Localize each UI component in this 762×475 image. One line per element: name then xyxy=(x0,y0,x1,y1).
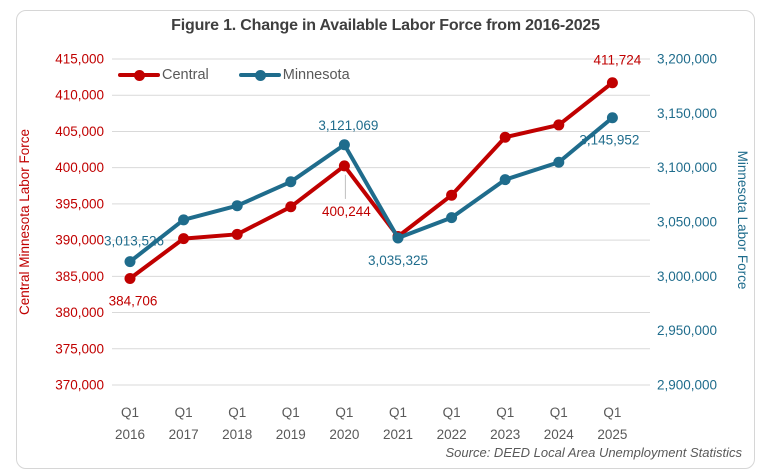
right-axis-tick: 2,900,000 xyxy=(657,378,717,393)
minnesota-data-label: 3,035,325 xyxy=(368,253,428,268)
central-data-point xyxy=(446,189,458,201)
x-axis-tick-year: 2017 xyxy=(169,427,199,442)
x-axis-tick-q: Q1 xyxy=(443,405,461,420)
central-data-label: 411,724 xyxy=(593,53,641,68)
minnesota-data-label: 3,121,069 xyxy=(318,118,378,133)
central-data-point xyxy=(606,77,618,89)
legend-label: Central xyxy=(162,67,209,83)
x-axis-tick-q: Q1 xyxy=(496,405,514,420)
minnesota-data-label: 3,145,952 xyxy=(579,133,639,148)
minnesota-data-point xyxy=(124,256,136,268)
legend: Central Minnesota xyxy=(118,64,350,86)
central-data-point xyxy=(285,201,297,213)
x-axis-tick-year: 2022 xyxy=(437,427,467,442)
minnesota-data-point xyxy=(338,139,350,151)
left-axis-tick: 390,000 xyxy=(55,233,104,248)
central-data-point xyxy=(499,131,511,143)
x-axis-tick-q: Q1 xyxy=(603,405,621,420)
central-data-point xyxy=(124,272,136,284)
x-axis-tick-q: Q1 xyxy=(175,405,193,420)
legend-item-minnesota: Minnesota xyxy=(238,67,350,83)
left-axis-tick: 400,000 xyxy=(55,160,104,175)
central-data-label: 384,706 xyxy=(109,293,158,308)
left-axis-title: Central Minnesota Labor Force xyxy=(17,129,32,315)
chart-card xyxy=(16,10,755,469)
x-axis-tick-q: Q1 xyxy=(282,405,300,420)
left-axis-tick: 395,000 xyxy=(55,196,104,211)
x-axis-tick-year: 2023 xyxy=(490,427,520,442)
legend-item-central: Central xyxy=(118,67,209,83)
central-data-point xyxy=(178,233,190,245)
minnesota-data-point xyxy=(285,176,297,188)
right-axis-tick: 3,100,000 xyxy=(657,160,717,175)
right-axis-tick: 3,200,000 xyxy=(657,52,717,67)
x-axis-tick-year: 2021 xyxy=(383,427,413,442)
right-axis-title: Minnesota Labor Force xyxy=(735,151,750,290)
x-axis-tick-year: 2016 xyxy=(115,427,145,442)
central-data-label: 400,244 xyxy=(322,204,371,219)
minnesota-line xyxy=(128,115,615,264)
legend-marker-central xyxy=(118,69,160,81)
left-axis-tick: 410,000 xyxy=(55,88,104,103)
central-data-point xyxy=(338,160,350,172)
x-axis-tick-year: 2019 xyxy=(276,427,306,442)
minnesota-data-point xyxy=(499,174,511,186)
minnesota-data-point xyxy=(231,200,243,212)
right-axis-tick: 3,150,000 xyxy=(657,106,717,121)
minnesota-data-point xyxy=(178,214,190,226)
x-axis-tick-year: 2018 xyxy=(222,427,252,442)
central-data-point xyxy=(231,228,243,240)
minnesota-data-point xyxy=(606,112,618,124)
x-axis-tick-year: 2025 xyxy=(597,427,627,442)
left-axis-tick: 415,000 xyxy=(55,52,104,67)
legend-label: Minnesota xyxy=(282,67,350,83)
right-axis-tick: 3,000,000 xyxy=(657,269,717,284)
central-data-point xyxy=(553,119,565,131)
chart-title: Figure 1. Change in Available Labor Forc… xyxy=(171,17,600,34)
legend-marker-minnesota xyxy=(238,69,281,81)
minnesota-data-point xyxy=(392,232,404,244)
minnesota-data-point xyxy=(446,212,458,224)
x-axis-tick-q: Q1 xyxy=(228,405,246,420)
left-axis-tick: 380,000 xyxy=(55,305,104,320)
right-axis-tick: 2,950,000 xyxy=(657,323,717,338)
right-axis-tick: 3,050,000 xyxy=(657,215,717,230)
left-axis-tick: 405,000 xyxy=(55,124,104,139)
x-axis-tick-q: Q1 xyxy=(335,405,353,420)
x-axis-tick-q: Q1 xyxy=(389,405,407,420)
central-line xyxy=(128,80,615,281)
minnesota-data-label: 3,013,526 xyxy=(104,234,164,249)
left-axis-tick: 375,000 xyxy=(55,341,104,356)
x-axis-tick-q: Q1 xyxy=(121,405,139,420)
x-axis-tick-year: 2024 xyxy=(544,427,575,442)
left-axis-tick: 385,000 xyxy=(55,269,104,284)
source-note: Source: DEED Local Area Unemployment Sta… xyxy=(445,445,742,460)
x-axis-tick-year: 2020 xyxy=(329,427,359,442)
left-axis-tick: 370,000 xyxy=(55,378,104,393)
x-axis-tick-q: Q1 xyxy=(550,405,568,420)
minnesota-data-point xyxy=(553,156,565,168)
